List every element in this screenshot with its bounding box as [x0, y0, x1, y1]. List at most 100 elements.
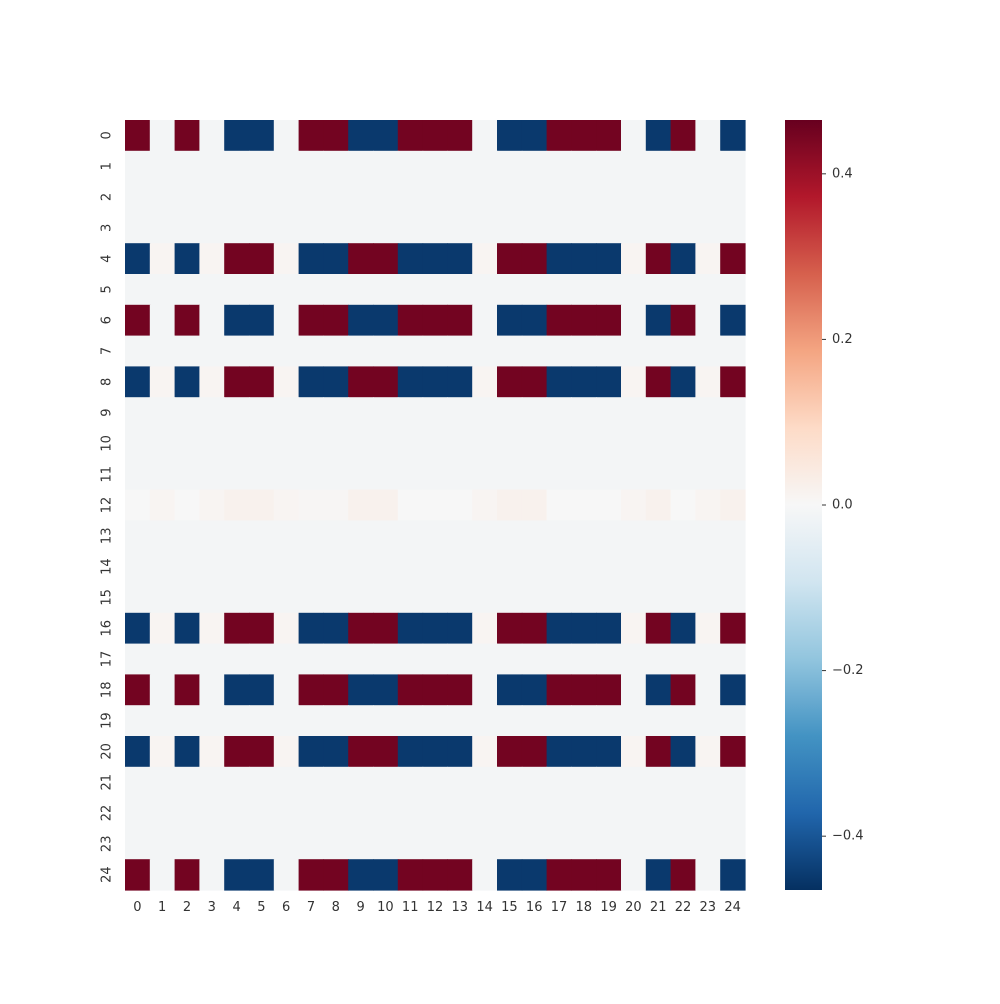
heatmap-cell-r8-c12	[422, 366, 448, 398]
heatmap-cell-r18-c0	[125, 674, 151, 706]
heatmap-cell-r8-c17	[546, 366, 572, 398]
heatmap-cell-r3-c10	[373, 212, 399, 244]
heatmap-cell-r18-c7	[298, 674, 324, 706]
heatmap-cell-r8-c3	[199, 366, 225, 398]
heatmap-cell-r3-c1	[149, 212, 176, 244]
heatmap-cell-r4-c17	[546, 243, 572, 275]
heatmap-cell-r1-c4	[224, 150, 250, 183]
heatmap-cell-r22-c12	[422, 797, 448, 829]
heatmap-cell-r14-c2	[174, 551, 200, 583]
heatmap-cell-r23-c5	[249, 828, 275, 860]
heatmap-cell-r9-c22	[670, 397, 696, 429]
heatmap-cell-r15-c5	[249, 582, 275, 614]
heatmap-cell-r16-c9	[348, 612, 374, 645]
heatmap-cell-r22-c0	[125, 797, 151, 829]
x-tick-label: 6	[282, 900, 290, 915]
heatmap-cell-r21-c19	[596, 766, 622, 799]
heatmap-cell-r2-c0	[125, 181, 151, 213]
heatmap-cell-r4-c0	[125, 243, 151, 275]
heatmap-cell-r3-c21	[645, 212, 672, 244]
heatmap-cell-r13-c16	[521, 520, 548, 552]
heatmap-cell-r17-c19	[596, 643, 622, 675]
heatmap-cell-r6-c2	[174, 304, 200, 337]
heatmap-cell-r19-c0	[125, 705, 151, 737]
heatmap-cell-r18-c16	[521, 674, 548, 706]
heatmap-cell-r23-c16	[521, 828, 548, 860]
heatmap-cell-r2-c12	[422, 181, 448, 213]
heatmap-cell-r1-c17	[546, 150, 572, 183]
heatmap-cell-r17-c15	[497, 643, 523, 675]
heatmap-cell-r1-c15	[497, 150, 523, 183]
heatmap-cell-r5-c1	[149, 274, 176, 306]
heatmap-cell-r10-c14	[472, 428, 498, 460]
heatmap-cell-r11-c20	[621, 458, 647, 491]
heatmap-cell-r21-c10	[373, 766, 399, 799]
heatmap-cell-r17-c20	[621, 643, 647, 675]
heatmap-cell-r1-c14	[472, 150, 498, 183]
heatmap-cell-r2-c2	[174, 181, 200, 213]
heatmap-cell-r7-c8	[323, 335, 349, 367]
heatmap-cell-r7-c14	[472, 335, 498, 367]
heatmap-cell-r8-c7	[298, 366, 324, 398]
heatmap-cell-r10-c0	[125, 428, 151, 460]
heatmap-cell-r5-c20	[621, 274, 647, 306]
heatmap-cell-r2-c22	[670, 181, 696, 213]
heatmap-cell-r18-c4	[224, 674, 250, 706]
heatmap-cell-r15-c24	[720, 582, 746, 614]
heatmap-cell-r9-c15	[497, 397, 523, 429]
heatmap-cell-r11-c15	[497, 458, 523, 491]
heatmap-cell-r23-c18	[571, 828, 597, 860]
y-tick-label: 24	[100, 866, 115, 883]
heatmap-cell-r12-c9	[348, 489, 374, 521]
heatmap-cell-r7-c17	[546, 335, 572, 367]
heatmap-cell-r12-c20	[621, 489, 647, 521]
heatmap-cell-r7-c24	[720, 335, 746, 367]
heatmap-cell-r3-c19	[596, 212, 622, 244]
y-tick-label: 1	[100, 162, 115, 170]
heatmap-cell-r12-c14	[472, 489, 498, 521]
heatmap-cell-r3-c7	[298, 212, 324, 244]
heatmap-cell-r15-c15	[497, 582, 523, 614]
heatmap-cell-r1-c19	[596, 150, 622, 183]
heatmap-cell-r13-c24	[720, 520, 746, 552]
heatmap-cell-r3-c5	[249, 212, 275, 244]
heatmap-cell-r2-c3	[199, 181, 225, 213]
heatmap-cell-r22-c5	[249, 797, 275, 829]
heatmap-cell-r23-c13	[447, 828, 473, 860]
heatmap-cell-r10-c3	[199, 428, 225, 460]
heatmap-cell-r18-c3	[199, 674, 225, 706]
heatmap-cell-r7-c12	[422, 335, 448, 367]
heatmap-cell-r9-c12	[422, 397, 448, 429]
heatmap-cell-r1-c2	[174, 150, 200, 183]
heatmap-cell-r2-c10	[373, 181, 399, 213]
heatmap-cell-r9-c10	[373, 397, 399, 429]
heatmap-cell-r11-c6	[273, 458, 300, 491]
heatmap-cell-r24-c0	[125, 859, 151, 891]
heatmap-cell-r1-c13	[447, 150, 473, 183]
heatmap-cell-r9-c4	[224, 397, 250, 429]
heatmap-cell-r14-c21	[645, 551, 672, 583]
heatmap-cell-r4-c13	[447, 243, 473, 275]
heatmap-cell-r20-c17	[546, 736, 572, 768]
heatmap-cell-r22-c13	[447, 797, 473, 829]
heatmap-cell-r24-c4	[224, 859, 250, 891]
heatmap-cell-r9-c24	[720, 397, 746, 429]
heatmap-cell-r4-c22	[670, 243, 696, 275]
heatmap-cell-r13-c21	[645, 520, 672, 552]
heatmap-cell-r4-c5	[249, 243, 275, 275]
heatmap-cell-r18-c8	[323, 674, 349, 706]
heatmap-cell-r24-c11	[397, 859, 424, 891]
heatmap-cell-r15-c9	[348, 582, 374, 614]
heatmap-cell-r13-c4	[224, 520, 250, 552]
heatmap-cell-r9-c13	[447, 397, 473, 429]
heatmap-cell-r6-c18	[571, 304, 597, 337]
heatmap-cell-r21-c13	[447, 766, 473, 799]
heatmap-cell-r16-c21	[645, 612, 672, 645]
colorbar-tick-label: −0.4	[832, 829, 864, 844]
heatmap-cell-r12-c12	[422, 489, 448, 521]
heatmap-cell-r6-c1	[149, 304, 176, 337]
x-tick-label: 1	[158, 900, 166, 915]
heatmap-cell-r11-c24	[720, 458, 746, 491]
heatmap-cell-r19-c16	[521, 705, 548, 737]
